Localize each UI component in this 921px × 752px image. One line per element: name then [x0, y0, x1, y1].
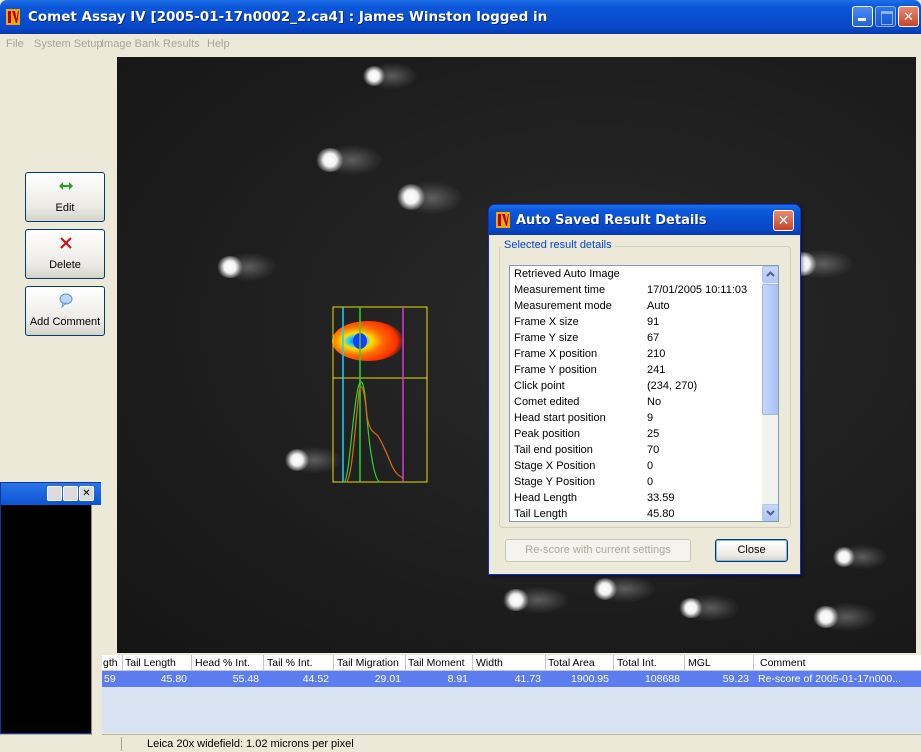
secondary-image-window[interactable]: ✕	[0, 482, 102, 735]
col-head-mgl[interactable]: MGL	[688, 657, 711, 669]
col-head-width[interactable]: Width	[476, 657, 503, 669]
close-icon: ✕	[903, 9, 914, 24]
col-head-tail-int[interactable]: Tail % Int.	[267, 657, 313, 669]
menu-help[interactable]: Help	[207, 38, 230, 50]
comet-head	[363, 66, 385, 86]
maximize-button[interactable]	[875, 6, 896, 27]
comet-head	[503, 589, 529, 611]
edit-label: Edit	[55, 202, 75, 214]
status-text: Leica 20x widefield: 1.02 microns per pi…	[147, 738, 354, 750]
col-head-total-int[interactable]: Total Int.	[617, 657, 657, 669]
secondary-title-bar[interactable]: ✕	[1, 483, 101, 505]
scroll-thumb[interactable]	[762, 284, 778, 415]
secondary-minimize-button[interactable]	[47, 486, 62, 501]
dialog-title-bar[interactable]: Auto Saved Result Details ✕	[489, 205, 800, 235]
menu-image-bank[interactable]: Image Bank	[101, 38, 160, 50]
cell-total-int: 108688	[644, 673, 680, 685]
status-bar: Leica 20x widefield: 1.02 microns per pi…	[0, 734, 921, 752]
app-logo-icon	[6, 9, 20, 25]
delete-label: Delete	[49, 259, 81, 271]
cell-mgl: 59.23	[722, 673, 749, 685]
menu-results[interactable]: Results	[163, 38, 200, 50]
result-details-group	[499, 246, 791, 528]
secondary-maximize-button[interactable]	[63, 486, 78, 501]
comet-head	[593, 578, 617, 600]
scroll-up-button[interactable]	[762, 266, 778, 283]
app-logo-icon	[496, 212, 510, 228]
scroll-down-icon	[766, 510, 775, 516]
minimize-icon	[853, 7, 872, 26]
menu-system-setup[interactable]: System Setup	[34, 38, 103, 50]
col-head-length[interactable]: gth	[103, 657, 118, 669]
result-details-dialog: Auto Saved Result Details ✕ Selected res…	[488, 204, 801, 575]
edit-button[interactable]: Edit	[25, 172, 105, 222]
maximize-icon	[876, 7, 895, 26]
scroll-up-icon	[766, 271, 775, 277]
col-head-total-area[interactable]: Total Area	[548, 657, 595, 669]
group-label: Selected result details	[501, 239, 615, 251]
scroll-down-button[interactable]	[762, 504, 778, 521]
cell-length: 59	[104, 673, 116, 685]
cell-tail-migration: 29.01	[374, 673, 401, 685]
col-head-tail-length[interactable]: Tail Length	[125, 657, 176, 669]
right-border	[916, 57, 921, 653]
table-header: gth Tail Length Head % Int. Tail % Int. …	[0, 655, 921, 671]
comet-head	[813, 606, 839, 628]
add-comment-label: Add Comment	[29, 316, 101, 328]
comet-head	[397, 184, 425, 210]
add-comment-button[interactable]: Add Comment	[25, 286, 105, 336]
menu-file[interactable]: File	[6, 38, 24, 50]
comet-head	[217, 256, 243, 278]
cell-comment: Re-score of 2005-01-17n000...	[758, 673, 902, 685]
menu-bar: File System Setup Image Bank Results Hel…	[0, 34, 921, 54]
col-head-comment[interactable]: Comment	[760, 657, 806, 669]
cell-width: 41.73	[514, 673, 541, 685]
comet-head	[285, 449, 309, 471]
dialog-title: Auto Saved Result Details	[516, 213, 707, 228]
list-scrollbar[interactable]	[762, 266, 778, 521]
secondary-window-frame	[91, 505, 102, 735]
table-row[interactable]: 59 45.80 55.48 44.52 29.01 8.91 41.73 19…	[0, 671, 921, 687]
col-head-tail-migration[interactable]: Tail Migration	[337, 657, 399, 669]
title-bar[interactable]: Comet Assay IV [2005-01-17n0002_2.ca4] :…	[0, 0, 921, 34]
window-title: Comet Assay IV [2005-01-17n0002_2.ca4] :…	[28, 9, 548, 25]
cell-total-area: 1900.95	[571, 673, 609, 685]
close-button[interactable]: Close	[715, 539, 788, 562]
delete-button[interactable]: Delete	[25, 229, 105, 279]
result-details-list[interactable]: Retrieved Auto Image Measurement time 17/…	[509, 265, 779, 522]
dialog-close-button[interactable]: ✕	[773, 210, 794, 231]
comment-bubble-icon	[59, 293, 73, 308]
comet-measurement-overlay[interactable]	[332, 306, 429, 483]
rescore-button[interactable]: Re-score with current settings	[505, 539, 691, 562]
col-head-tail-moment[interactable]: Tail Moment	[408, 657, 465, 669]
close-icon: ✕	[777, 212, 790, 228]
delete-x-icon	[60, 237, 72, 249]
comet-head	[833, 547, 855, 567]
comet-head	[679, 598, 703, 618]
minimize-button[interactable]	[852, 6, 873, 27]
col-head-head-int[interactable]: Head % Int.	[195, 657, 250, 669]
secondary-close-button[interactable]: ✕	[79, 486, 94, 501]
cell-tail-length: 45.80	[160, 673, 187, 685]
results-table[interactable]: gth Tail Length Head % Int. Tail % Int. …	[0, 655, 921, 733]
cell-head-int: 55.48	[232, 673, 259, 685]
comet-head	[316, 148, 344, 172]
close-window-button[interactable]: ✕	[898, 6, 919, 27]
cell-tail-moment: 8.91	[447, 673, 468, 685]
edit-arrows-icon	[59, 182, 73, 190]
cell-tail-int: 44.52	[302, 673, 329, 685]
